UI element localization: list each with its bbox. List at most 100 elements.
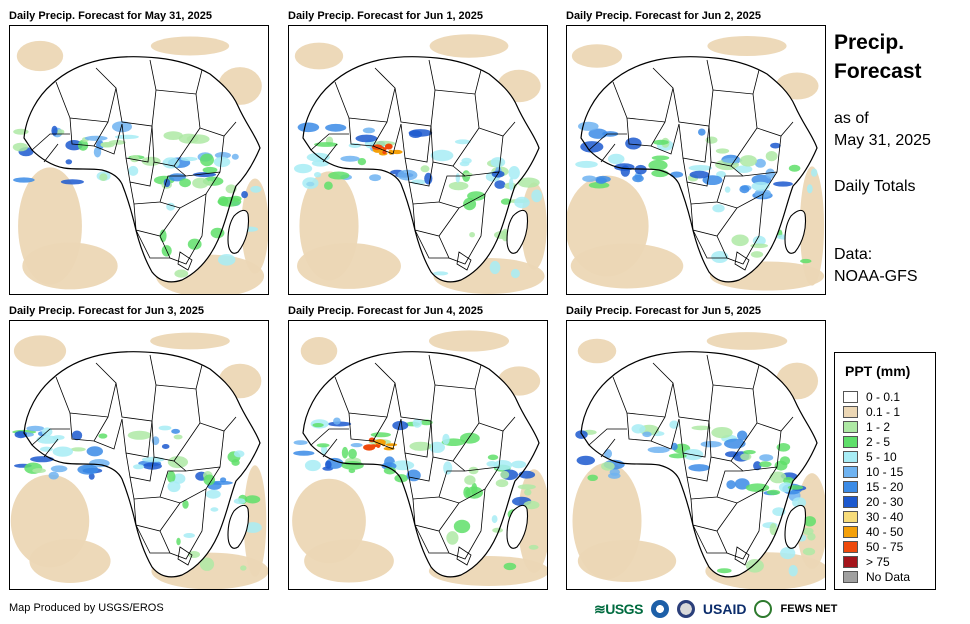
rain-cell: [26, 425, 45, 432]
africa-coastline: [580, 351, 818, 578]
rain-cell: [341, 446, 349, 459]
country-border: [438, 193, 486, 265]
africa-landmass: [303, 351, 539, 577]
country-border: [159, 488, 207, 560]
map-panel-5: [288, 320, 548, 590]
country-border: [31, 133, 70, 151]
rain-cell: [588, 181, 610, 189]
rain-cell: [187, 238, 202, 250]
rain-cell: [632, 174, 644, 183]
legend-item: 40 - 50: [843, 524, 903, 539]
rain-cell: [340, 155, 360, 162]
rain-cell: [369, 174, 382, 182]
legend-item: 0.1 - 1: [843, 404, 900, 419]
legend-swatch: [843, 465, 858, 478]
rain-cell: [648, 159, 668, 171]
rain-cell: [86, 446, 104, 457]
rain-cell: [464, 475, 476, 485]
country-border: [173, 430, 225, 472]
country-border: [135, 229, 170, 259]
rain-cell: [717, 568, 732, 574]
rain-cell: [604, 449, 612, 459]
country-border: [474, 388, 516, 432]
panel-title-1: Daily Precip. Forecast for May 31, 2025: [9, 10, 212, 22]
rain-cell: [316, 443, 330, 448]
rain-cell: [517, 177, 540, 188]
rain-cell: [754, 189, 771, 198]
country-border: [730, 135, 782, 177]
dry-precip-area: [300, 337, 338, 365]
rain-cell: [297, 122, 320, 133]
legend-item: 1 - 2: [843, 419, 890, 434]
country-border: [177, 546, 193, 566]
country-border: [404, 452, 434, 482]
rain-cell: [531, 189, 543, 203]
country-border: [133, 203, 181, 237]
rain-cell: [722, 157, 743, 164]
dry-precip-area: [571, 44, 623, 68]
dry-precip-area: [150, 332, 230, 350]
rain-cell: [355, 134, 378, 143]
country-border: [752, 388, 794, 432]
rain-cell: [500, 470, 510, 479]
rain-cell: [469, 232, 475, 238]
country-border: [690, 203, 738, 237]
legend-swatch: [843, 390, 858, 403]
rain-cell: [178, 133, 199, 144]
country-border: [125, 452, 155, 482]
rain-cell: [698, 128, 706, 136]
rain-cell: [333, 417, 341, 425]
rain-cell: [40, 446, 53, 452]
rain-cell: [71, 430, 83, 441]
country-border: [716, 193, 764, 265]
country-border: [626, 412, 666, 442]
rain-cell: [98, 433, 108, 439]
rain-cell: [607, 153, 625, 165]
rain-cell: [620, 165, 630, 177]
rain-cell: [312, 423, 324, 428]
country-border: [125, 157, 155, 187]
rain-cell: [162, 157, 180, 169]
heavy-rain-cell: [385, 443, 398, 447]
rain-cell: [653, 139, 669, 145]
rain-cell: [700, 441, 722, 448]
dry-precip-area: [570, 243, 684, 289]
rain-cell: [688, 165, 712, 171]
rain-cell: [487, 454, 499, 461]
country-border: [400, 418, 432, 458]
rain-cell: [205, 489, 221, 499]
country-border: [93, 123, 123, 155]
dry-precip-area: [429, 34, 509, 58]
rain-cell: [391, 460, 415, 471]
map-panel-2: [288, 25, 548, 295]
usaid-logo: USAID: [702, 601, 747, 617]
rain-cell: [325, 460, 332, 469]
dry-precip-area: [294, 42, 344, 70]
rain-cell: [737, 430, 748, 441]
panel-title-4: Daily Precip. Forecast for Jun 3, 2025: [9, 305, 205, 317]
rain-cell: [588, 128, 608, 139]
country-border: [412, 498, 460, 532]
legend-label: 50 - 75: [866, 539, 904, 554]
rain-cell: [739, 155, 757, 167]
rain-cell: [412, 418, 422, 428]
dos-seal-icon: [676, 600, 695, 618]
forecast-title-line1: Precip.: [834, 31, 905, 54]
country-border: [404, 157, 434, 187]
rain-cell: [455, 173, 460, 183]
panel-title-6: Daily Precip. Forecast for Jun 5, 2025: [566, 305, 762, 317]
rain-cell: [210, 507, 219, 512]
rain-cell: [725, 451, 739, 458]
dry-precip-area: [13, 335, 67, 367]
legend-swatch: [843, 480, 858, 493]
madagascar: [506, 504, 529, 549]
country-border: [456, 251, 472, 271]
country-border: [195, 388, 237, 432]
rain-cell: [670, 171, 684, 178]
country-border: [650, 123, 680, 155]
country-border: [348, 412, 388, 442]
rain-cell: [769, 523, 777, 536]
country-border: [121, 418, 153, 458]
rain-cell: [609, 468, 620, 476]
rain-cell: [691, 425, 711, 431]
